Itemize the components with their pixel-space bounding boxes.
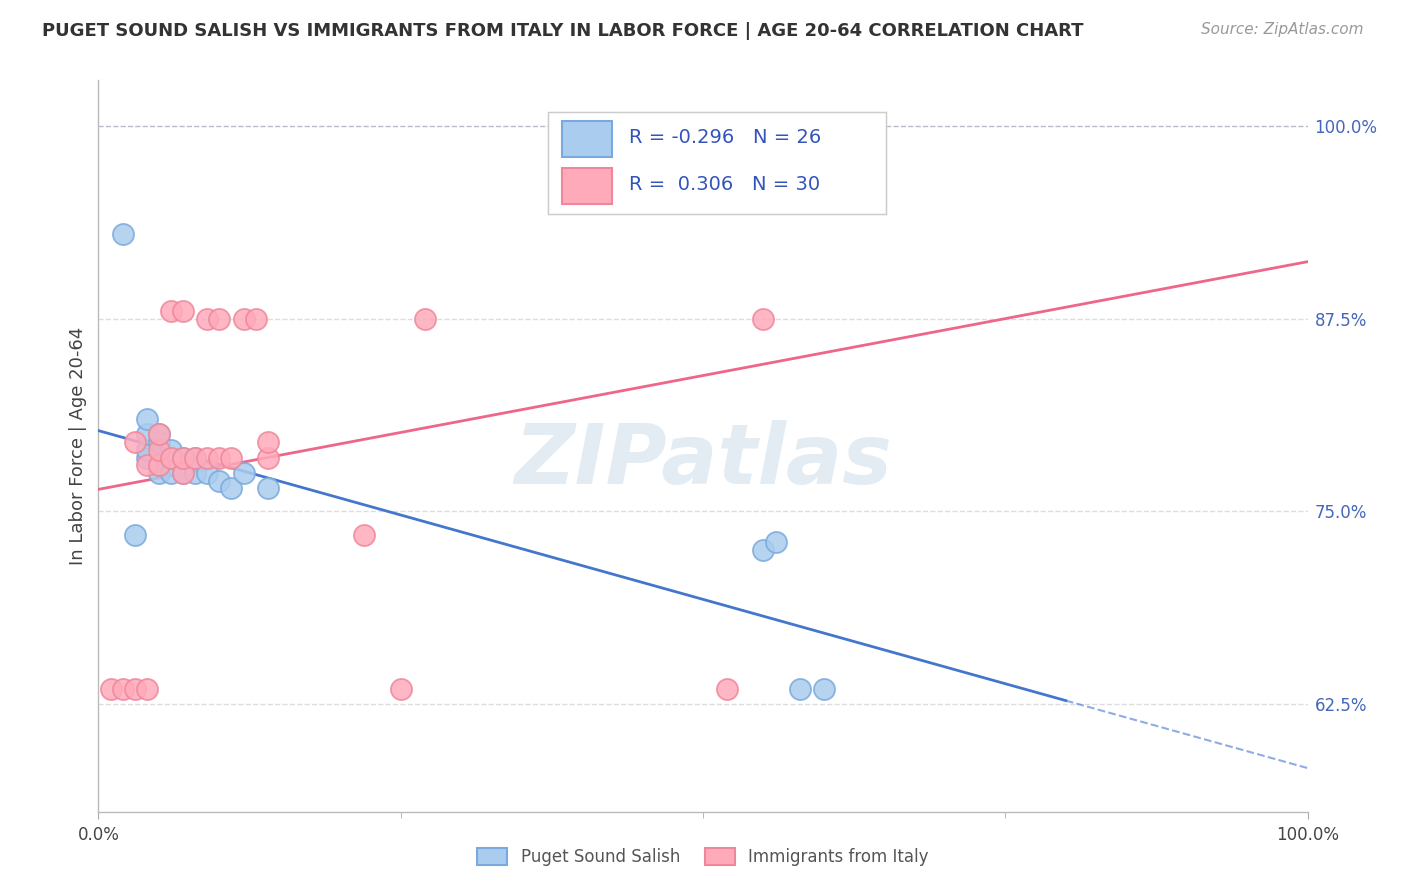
Bar bbox=[562, 168, 613, 204]
Point bbox=[135, 681, 157, 696]
Text: Source: ZipAtlas.com: Source: ZipAtlas.com bbox=[1201, 22, 1364, 37]
Text: R =  0.306   N = 30: R = 0.306 N = 30 bbox=[630, 176, 821, 194]
Point bbox=[353, 527, 375, 541]
Text: PUGET SOUND SALISH VS IMMIGRANTS FROM ITALY IN LABOR FORCE | AGE 20-64 CORRELATI: PUGET SOUND SALISH VS IMMIGRANTS FROM IT… bbox=[42, 22, 1084, 40]
Point bbox=[789, 681, 811, 696]
Text: ZIPatlas: ZIPatlas bbox=[515, 420, 891, 501]
Point bbox=[256, 450, 278, 465]
Point bbox=[765, 535, 787, 549]
Point bbox=[172, 466, 194, 480]
Point bbox=[184, 450, 207, 465]
Point bbox=[208, 474, 231, 488]
Point bbox=[195, 312, 218, 326]
Point bbox=[195, 466, 218, 480]
Point bbox=[135, 442, 157, 457]
Point bbox=[135, 427, 157, 442]
Point bbox=[232, 466, 254, 480]
Point bbox=[160, 466, 183, 480]
Point bbox=[208, 312, 231, 326]
Point bbox=[172, 450, 194, 465]
Point bbox=[256, 481, 278, 495]
Point bbox=[148, 458, 170, 473]
Point bbox=[160, 450, 183, 465]
Point bbox=[135, 450, 157, 465]
Point bbox=[716, 681, 738, 696]
Point bbox=[111, 681, 134, 696]
Point bbox=[124, 681, 146, 696]
Point bbox=[124, 527, 146, 541]
Point bbox=[184, 450, 207, 465]
Point bbox=[232, 312, 254, 326]
Point bbox=[256, 435, 278, 450]
Point bbox=[208, 450, 231, 465]
Point bbox=[148, 442, 170, 457]
Point bbox=[413, 312, 436, 326]
Point bbox=[172, 466, 194, 480]
Point bbox=[148, 466, 170, 480]
Point bbox=[148, 458, 170, 473]
Point bbox=[111, 227, 134, 242]
Point bbox=[148, 427, 170, 442]
Point bbox=[148, 427, 170, 442]
Text: R = -0.296   N = 26: R = -0.296 N = 26 bbox=[630, 128, 821, 147]
Point bbox=[172, 450, 194, 465]
Point bbox=[195, 450, 218, 465]
Y-axis label: In Labor Force | Age 20-64: In Labor Force | Age 20-64 bbox=[69, 326, 87, 566]
Point bbox=[160, 442, 183, 457]
Point bbox=[389, 681, 412, 696]
Point bbox=[813, 681, 835, 696]
Bar bbox=[562, 120, 613, 157]
Point bbox=[245, 312, 267, 326]
Legend: Puget Sound Salish, Immigrants from Italy: Puget Sound Salish, Immigrants from Ital… bbox=[471, 841, 935, 873]
Point bbox=[135, 458, 157, 473]
Point bbox=[172, 304, 194, 318]
Point bbox=[752, 543, 775, 558]
Point bbox=[160, 450, 183, 465]
Point bbox=[813, 150, 835, 164]
Point bbox=[184, 466, 207, 480]
Point bbox=[124, 435, 146, 450]
Point bbox=[160, 304, 183, 318]
Point bbox=[221, 450, 243, 465]
Point bbox=[148, 435, 170, 450]
Point bbox=[221, 481, 243, 495]
Point bbox=[100, 681, 122, 696]
Point bbox=[135, 412, 157, 426]
Point bbox=[752, 312, 775, 326]
